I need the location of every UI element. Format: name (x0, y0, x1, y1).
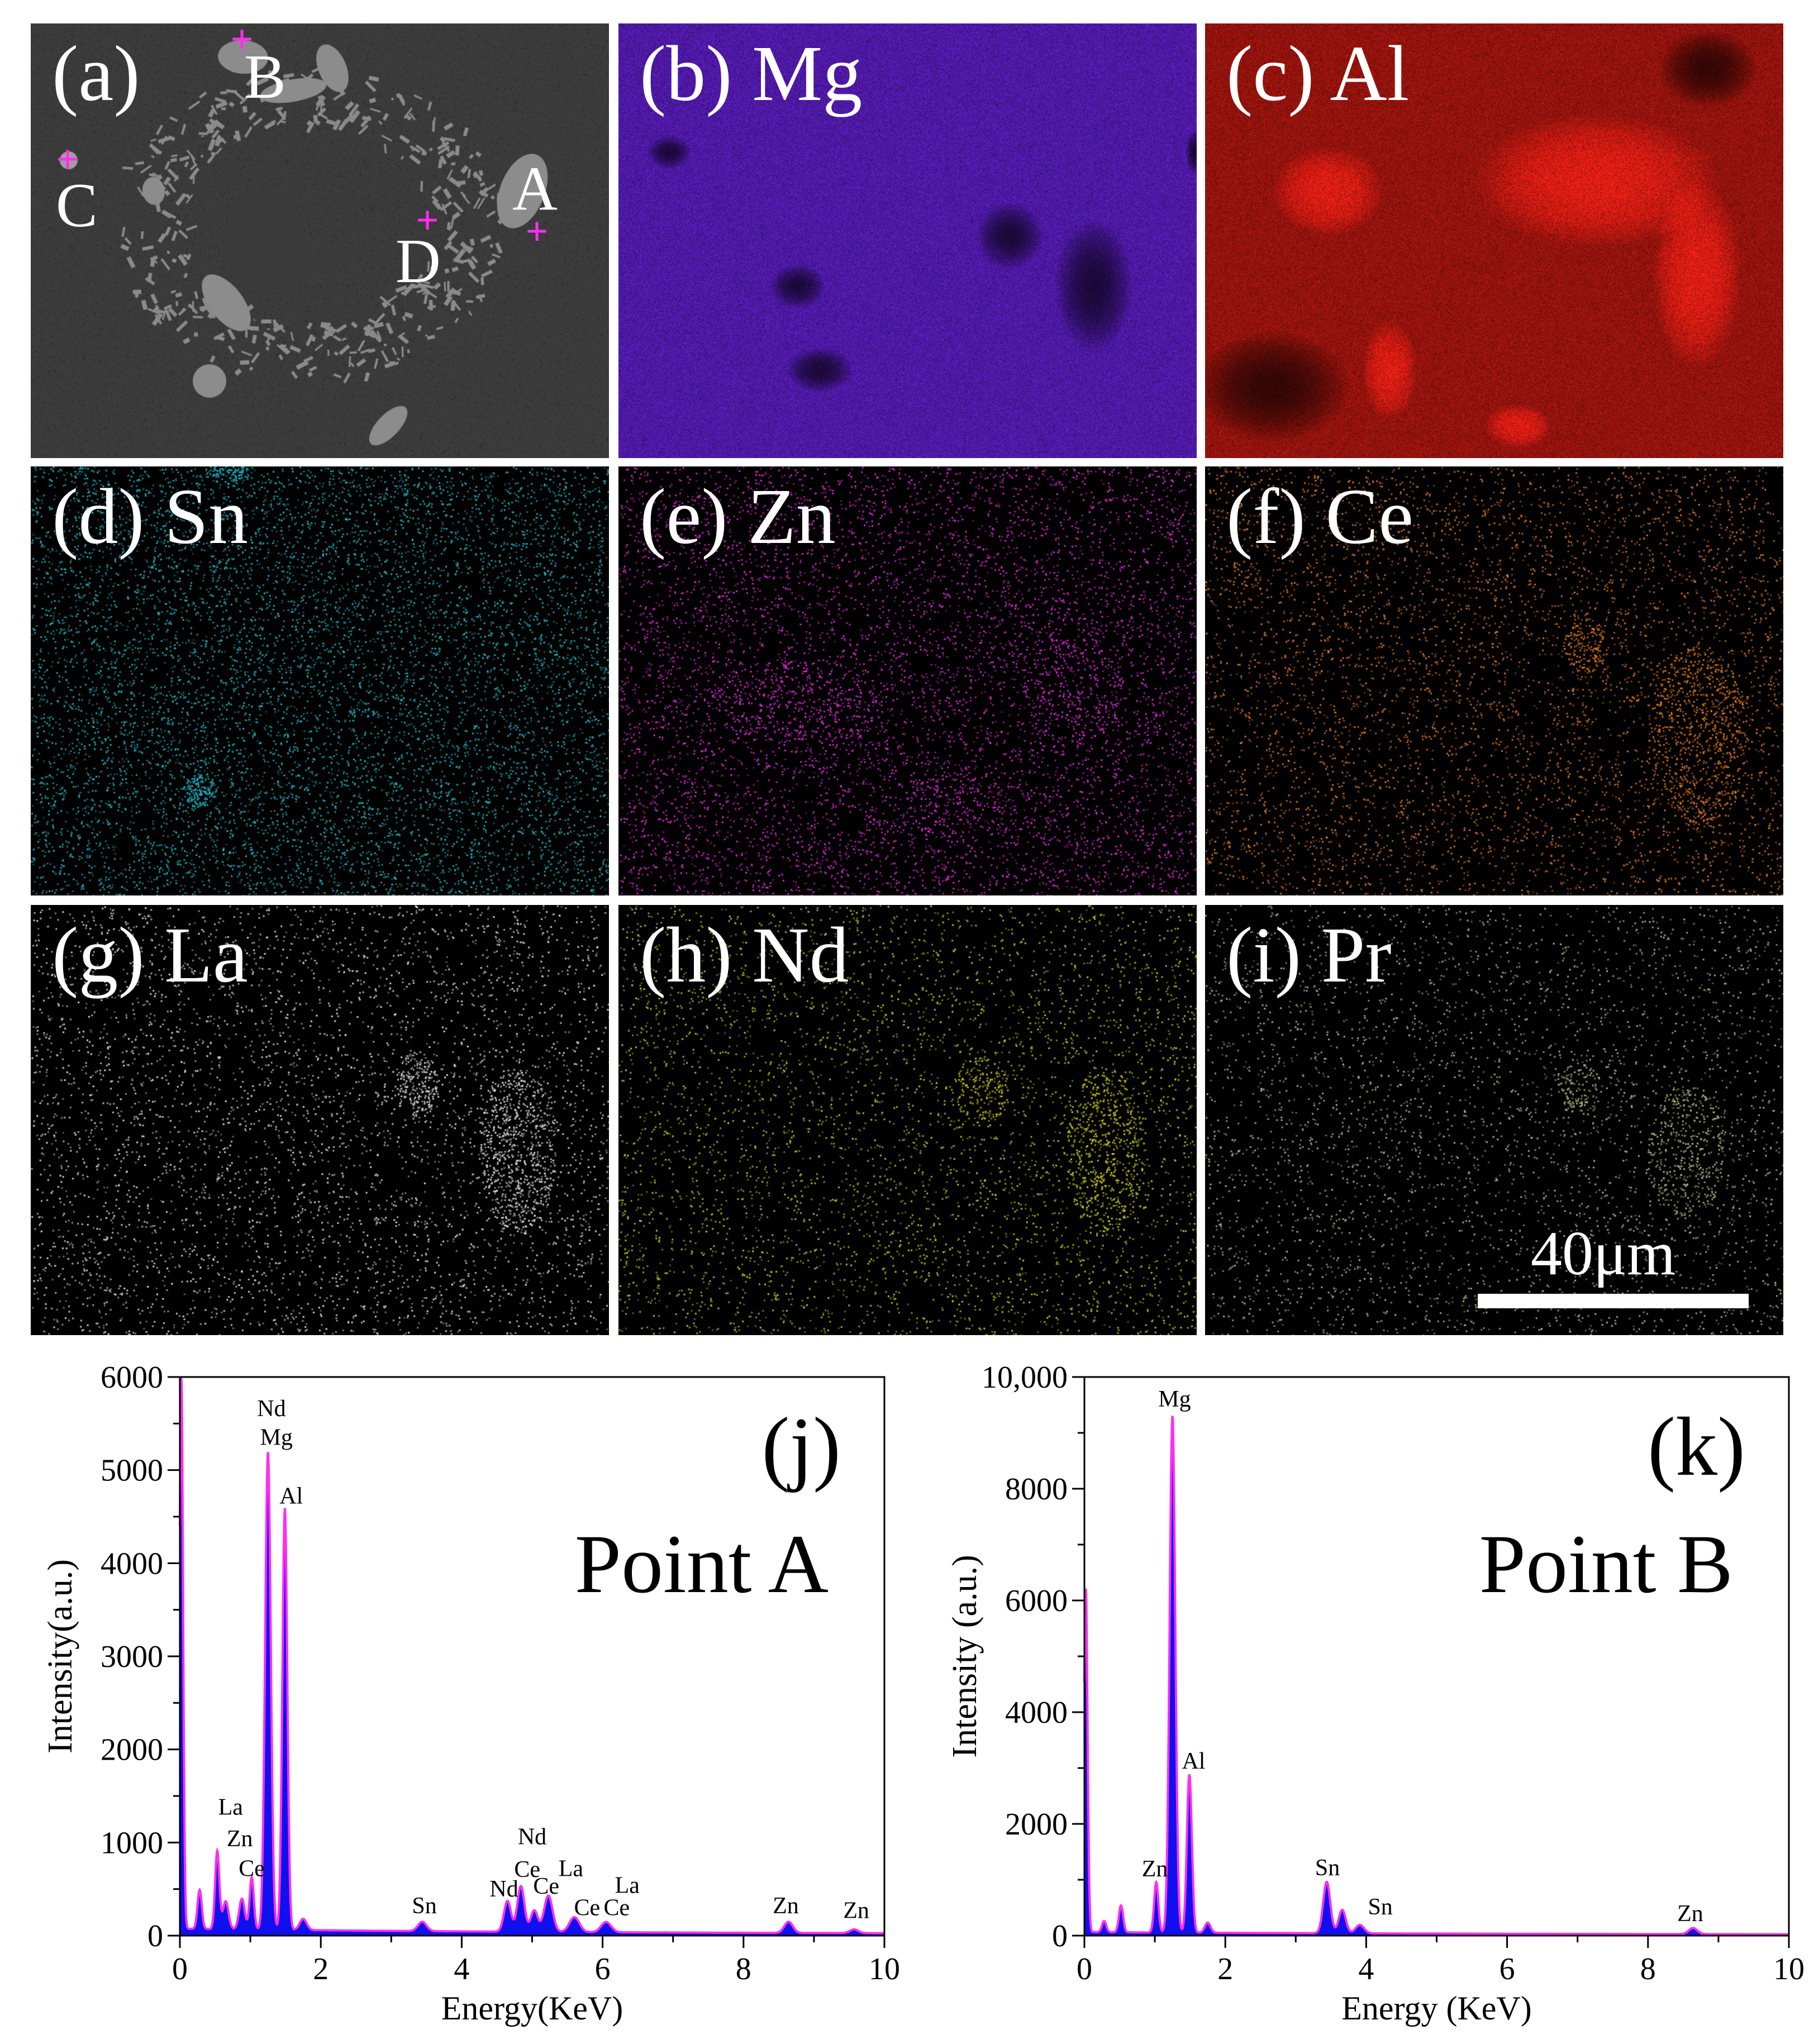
chart-j-peak-label: Ce (514, 1857, 540, 1883)
chart-k-spectrum-line (1083, 1416, 1789, 1936)
chart-j-yaxis-label: Intensity(a.u.) (41, 1559, 79, 1754)
chart-j-xtick-label: 10 (869, 1952, 900, 1986)
chart-k-peak-label: Mg (1158, 1387, 1191, 1412)
map-image-mg (618, 23, 1197, 458)
map-image-ce (1205, 466, 1783, 895)
chart-j-peak-label: Nd (489, 1876, 518, 1902)
panel-label-h: (h) Nd (640, 911, 849, 999)
panel-label-a: (a) (52, 29, 140, 117)
chart-j-panel-label: (j) (761, 1400, 841, 1493)
element-map-mg: (b) Mg (618, 23, 1197, 458)
map-image-la (31, 905, 609, 1335)
chart-k-ytick-label: 8000 (1005, 1472, 1068, 1507)
chart-k-xtick-label: 4 (1358, 1952, 1374, 1986)
chart-j-xtick-label: 0 (172, 1952, 188, 1986)
chart-k-peak-label: Al (1182, 1748, 1205, 1774)
chart-j-xtick-label: 8 (736, 1952, 751, 1986)
chart-k-xtick-label: 6 (1499, 1952, 1515, 1986)
chart-j-peak-label: Zn (227, 1826, 253, 1852)
scale-bar (1478, 1294, 1749, 1308)
map-image-zn (618, 466, 1197, 895)
chart-k-xtick-label: 0 (1077, 1952, 1092, 1986)
sem-micrograph (31, 23, 609, 458)
chart-j-spectrum-line (179, 1377, 884, 1935)
panel-label-e: (e) Zn (640, 472, 836, 560)
chart-j-xtick-label: 4 (454, 1952, 469, 1986)
chart-k-ytick-label: 2000 (1005, 1807, 1068, 1842)
eds-spectrum-point-a: 0 2 4 6 8 10 0 1000 2000 3000 4000 5000 6000 Energy(K… (41, 1360, 900, 2027)
element-map-zn: (e) Zn (618, 466, 1197, 895)
chart-k-xtick-label: 10 (1773, 1952, 1805, 1986)
point-label-a: A (512, 154, 558, 223)
panel-label-d: (d) Sn (52, 472, 249, 560)
chart-k-xtick-label: 2 (1217, 1952, 1233, 1986)
map-image-al (1205, 23, 1783, 458)
chart-j-peak-label: Zn (773, 1893, 799, 1919)
point-label-c: C (56, 171, 98, 240)
chart-j-ytick-label: 2000 (101, 1733, 163, 1767)
chart-j-peak-label: Ce (574, 1895, 601, 1921)
panel-label-c: (c) Al (1226, 29, 1410, 117)
point-label-d: D (396, 227, 441, 296)
element-map-sn: (d) Sn (31, 466, 609, 895)
map-image-nd (618, 905, 1197, 1335)
element-map-ce: (f) Ce (1205, 466, 1783, 895)
chart-k-peak-label: Sn (1368, 1894, 1392, 1920)
chart-k-yaxis-label: Intensity (a.u.) (946, 1555, 984, 1757)
element-map-la: (g) La (31, 905, 609, 1335)
eds-spectrum-point-b: 0 2 4 6 8 10 0 2000 4000 6000 8000 10,000 Energy (Ke… (946, 1360, 1805, 2027)
marker-point-a: + (525, 209, 549, 254)
marker-point-d: + (416, 198, 439, 242)
chart-k-peak-label: Sn (1315, 1855, 1340, 1881)
chart-j-ytick-label: 0 (147, 1919, 163, 1954)
chart-j-ytick-label: 6000 (101, 1360, 163, 1395)
chart-k-xaxis-label: Energy (KeV) (1341, 1990, 1531, 2027)
panel-label-b: (b) Mg (640, 29, 863, 117)
marker-point-c: + (56, 137, 79, 182)
chart-k-ytick-label: 0 (1052, 1919, 1068, 1954)
chart-j-peak-label: Nd (257, 1396, 285, 1422)
chart-k-peak-label: Zn (1677, 1901, 1703, 1927)
chart-j-xaxis-label: Energy(KeV) (441, 1990, 623, 2027)
chart-j-peak-label: Ce (533, 1874, 559, 1899)
chart-j-peak-label: La (218, 1794, 244, 1820)
chart-k-ytick-label: 6000 (1005, 1584, 1068, 1618)
chart-j-peak-label: Ce (603, 1895, 630, 1921)
point-label-b: B (244, 42, 286, 112)
chart-j-ytick-label: 1000 (101, 1826, 163, 1860)
element-map-al: (c) Al (1205, 23, 1783, 458)
chart-j-chart-title: Point A (575, 1518, 829, 1611)
element-map-pr: (i) Pr 40μm (1205, 905, 1783, 1335)
element-map-nd: (h) Nd (618, 905, 1197, 1335)
panel-label-i: (i) Pr (1226, 911, 1392, 999)
chart-j-peak-label: Ce (239, 1856, 265, 1881)
chart-k-xtick-label: 8 (1640, 1952, 1656, 1986)
chart-j-xtick-label: 2 (313, 1952, 329, 1986)
chart-j-ytick-label: 3000 (101, 1640, 163, 1674)
panel-label-g: (g) La (52, 911, 248, 999)
chart-j-ytick-label: 5000 (101, 1454, 163, 1488)
chart-k-ytick-label: 10,000 (982, 1360, 1068, 1395)
chart-k-spectrum-fill (1084, 1416, 1789, 1936)
chart-j-peak-label: Nd (518, 1824, 546, 1850)
chart-j-peak-label: La (615, 1873, 640, 1898)
chart-j-peak-label: Sn (412, 1893, 436, 1919)
map-image-pr (1205, 905, 1783, 1335)
chart-j-peak-label: Zn (843, 1898, 869, 1923)
chart-j-peak-label: Al (279, 1484, 303, 1509)
chart-j-ytick-label: 4000 (101, 1546, 163, 1581)
scale-bar-label: 40μm (1531, 1219, 1676, 1288)
sem-image-panel: (a) + B + C + D + A (31, 23, 609, 458)
chart-j-peak-label: La (559, 1856, 584, 1881)
map-image-sn (31, 466, 609, 895)
chart-k-peak-label: Zn (1142, 1856, 1168, 1882)
chart-j-peak-label: Mg (260, 1425, 293, 1451)
chart-k-ytick-label: 4000 (1005, 1695, 1068, 1730)
marker-point-b: + (230, 23, 254, 61)
chart-k-panel-label: (k) (1648, 1400, 1745, 1493)
panel-label-f: (f) Ce (1226, 472, 1414, 560)
chart-j-xtick-label: 6 (595, 1952, 611, 1986)
chart-k-chart-title: Point B (1479, 1518, 1733, 1611)
